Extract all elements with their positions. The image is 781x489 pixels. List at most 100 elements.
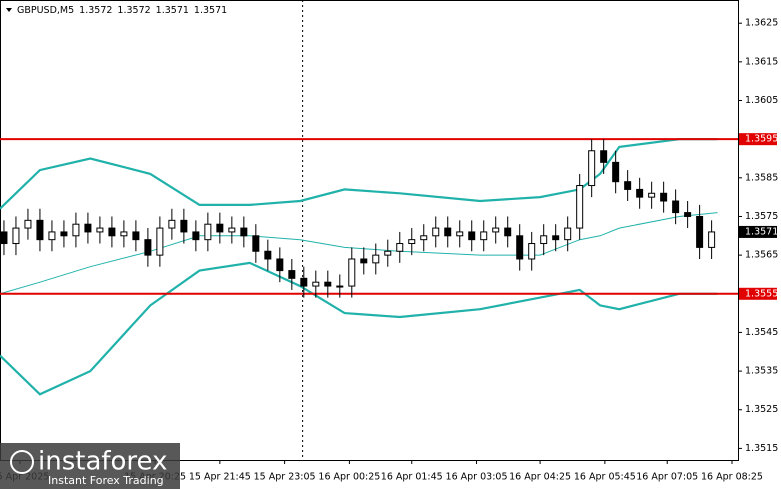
candle-body: [456, 231, 464, 237]
candle-body: [72, 223, 80, 237]
watermark-tagline: Instant Forex Trading: [48, 474, 164, 487]
candle-body: [96, 227, 104, 233]
level-label-box: [739, 133, 777, 146]
candle-body: [192, 231, 200, 241]
candle-body: [684, 212, 692, 217]
candle-body: [708, 231, 716, 248]
candle-body: [672, 200, 680, 214]
candle-body: [420, 235, 428, 241]
x-tick-label: 16 Apr 07:05: [636, 472, 698, 483]
candle-body: [468, 231, 476, 241]
header-value: 1.3572: [79, 5, 112, 16]
chart-header: GBPUSD,M5 1.3572 1.3572 1.3571 1.3571: [17, 5, 227, 16]
y-tick-label: 1.3565: [745, 250, 778, 261]
y-tick-label: 1.3625: [745, 18, 778, 29]
candle-body: [276, 258, 284, 272]
y-tick-label: 1.3545: [745, 327, 778, 338]
x-tick-label: 16 Apr 05:45: [574, 472, 636, 483]
candle-body: [168, 219, 176, 229]
candle-body: [156, 227, 164, 256]
y-tick-label: 1.3605: [745, 95, 778, 106]
candle-body: [528, 243, 536, 260]
candle-body: [636, 188, 644, 198]
candle-body: [492, 227, 500, 233]
watermark-box: [0, 443, 180, 489]
header-value: 1.3571: [156, 5, 189, 16]
x-tick-label: 16 Apr 03:05: [446, 472, 508, 483]
candle-body: [432, 227, 440, 237]
candle-body: [564, 227, 572, 241]
candle-body: [300, 277, 308, 287]
candle-body: [660, 192, 668, 202]
candle-body: [540, 235, 548, 245]
candle-body: [552, 235, 560, 241]
candle-body: [48, 231, 56, 241]
bollinger-lower: [0, 261, 718, 396]
candle-body: [696, 215, 704, 248]
candle-body: [240, 227, 248, 237]
candle-body: [360, 258, 368, 264]
bollinger-middle: [0, 212, 718, 295]
x-tick-label: 16 Apr 01:45: [381, 472, 443, 483]
candle-body: [264, 250, 272, 260]
candle-body: [600, 150, 608, 163]
candle-body: [396, 243, 404, 252]
candle-body: [108, 227, 116, 237]
candle-body: [444, 227, 452, 237]
x-tick-label: 16 Apr 04:25: [509, 472, 571, 483]
x-tick-label: 15 Apr 23:05: [254, 472, 316, 483]
candle-body: [372, 254, 380, 264]
candle-body: [348, 258, 356, 287]
candle-body: [12, 227, 20, 245]
header-value: 1.3572: [117, 5, 150, 16]
y-tick-label: 1.3515: [745, 443, 778, 454]
y-tick-label: 1.3615: [745, 56, 778, 67]
candle-body: [480, 231, 488, 241]
candle-body: [180, 219, 188, 233]
y-tick-label: 1.3525: [745, 404, 778, 415]
watermark-logo: [10, 450, 34, 474]
candle-body: [324, 281, 332, 287]
last-price-label: 1.3571: [745, 226, 778, 237]
level-label: 1.3555: [745, 288, 778, 299]
candle-body: [384, 250, 392, 256]
candle-body: [84, 223, 92, 233]
candle-body: [216, 223, 224, 233]
y-tick-label: 1.3535: [745, 366, 778, 377]
header-value: 1.3571: [194, 5, 227, 16]
candle-body: [204, 223, 212, 241]
watermark-brand: instaforex: [38, 447, 167, 477]
candle-body: [576, 185, 584, 229]
level-label-box: [739, 287, 777, 300]
candle-body: [36, 219, 44, 241]
candle-body: [408, 239, 416, 245]
y-tick-label: 1.3575: [745, 211, 778, 222]
candle-body: [0, 231, 8, 245]
y-tick-label: 1.3585: [745, 172, 778, 183]
candle-body: [60, 231, 68, 237]
menu-arrow: [6, 8, 12, 12]
candle-body: [504, 227, 512, 237]
candle-body: [132, 231, 140, 241]
candle-body: [24, 219, 32, 229]
x-tick-label: 16 Apr 08:25: [701, 472, 763, 483]
candle-body: [252, 235, 260, 252]
candle-body: [120, 231, 128, 237]
candle-body: [288, 270, 296, 279]
candle-body: [588, 150, 596, 187]
candle-body: [228, 227, 236, 233]
x-tick-label: 15 Apr 21:45: [189, 472, 251, 483]
candle-body: [312, 281, 320, 287]
level-label: 1.3595: [745, 134, 778, 145]
candle-body: [516, 235, 524, 260]
x-tick-label: 16 Apr 00:25: [318, 472, 380, 483]
candle-body: [336, 285, 344, 288]
candle-body: [648, 192, 656, 198]
candle-body: [624, 181, 632, 190]
last-price-box: [739, 225, 777, 238]
bollinger-upper: [0, 138, 718, 210]
candle-body: [144, 239, 152, 256]
candle-body: [612, 161, 620, 183]
